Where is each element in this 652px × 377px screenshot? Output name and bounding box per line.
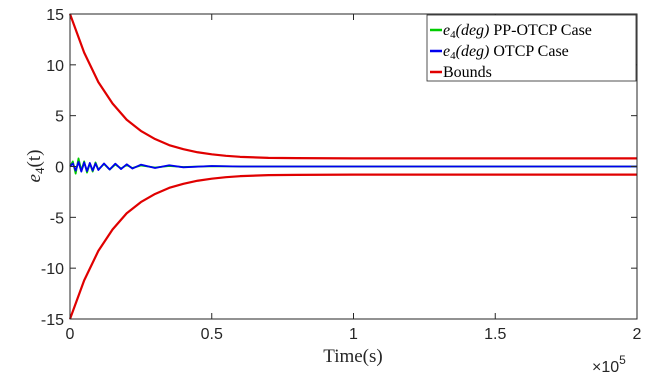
- legend: e4(deg) PP-OTCP Case e4(deg) OTCP Case B…: [426, 14, 637, 82]
- legend-otcp-rest: OTCP Case: [489, 43, 568, 60]
- x-axis-multiplier: ×105: [592, 353, 626, 376]
- legend-pp-otcp-base: e: [443, 22, 450, 39]
- legend-otcp-base: e: [443, 43, 450, 60]
- legend-pp-otcp-math: (deg): [456, 22, 490, 39]
- legend-entry-bounds: Bounds: [430, 64, 492, 81]
- y-tick-label: 0: [55, 160, 64, 177]
- svg-text:e4(deg) OTCP Case: e4(deg) OTCP Case: [443, 43, 569, 62]
- x-multiplier-exp: 5: [619, 353, 626, 367]
- x-multiplier-base: ×10: [592, 359, 619, 376]
- legend-entry-pp-otcp: e4(deg) PP-OTCP Case: [430, 22, 592, 41]
- y-tick-label: -5: [50, 210, 64, 227]
- y-tick-label: -15: [41, 312, 64, 329]
- legend-otcp-math: (deg): [456, 43, 490, 60]
- series-line-bounds-lower: [68, 173, 637, 320]
- y-axis-label-arg: (t): [24, 150, 45, 168]
- series-layer: [68, 13, 637, 320]
- y-tick-label: 10: [46, 58, 64, 75]
- x-tick-label: 1: [349, 326, 358, 343]
- x-tick-label: 1.5: [484, 326, 506, 343]
- legend-entry-otcp: e4(deg) OTCP Case: [430, 43, 569, 62]
- svg-text:e4(t): e4(t): [24, 150, 47, 183]
- x-tick-label: 0: [66, 326, 75, 343]
- svg-text:×105: ×105: [592, 353, 626, 376]
- legend-otcp-sub: 4: [450, 50, 456, 62]
- y-axis-label-base: e: [24, 174, 45, 182]
- x-tick-label: 0.5: [201, 326, 223, 343]
- legend-bounds-label: Bounds: [443, 64, 492, 81]
- y-tick-label: -10: [41, 261, 64, 278]
- y-tick-label: 5: [55, 109, 64, 126]
- y-axis-label: e4(t): [24, 150, 47, 183]
- y-axis-label-sub: 4: [32, 167, 47, 174]
- x-tick-label: 2: [633, 326, 642, 343]
- legend-box: [426, 14, 637, 82]
- y-tick-label: 15: [46, 7, 64, 24]
- series-line-bounds-upper: [68, 13, 637, 160]
- x-axis-label: Time(s): [323, 346, 382, 367]
- legend-pp-otcp-rest: PP-OTCP Case: [489, 22, 592, 39]
- tick-layer: 0 0.5 1 1.5 2 -15 -10 -5 0 5 10 15: [41, 7, 642, 343]
- series-line-otcp: [69, 161, 637, 173]
- legend-pp-otcp-sub: 4: [450, 29, 456, 41]
- svg-text:e4(deg) PP-OTCP Case: e4(deg) PP-OTCP Case: [443, 22, 592, 41]
